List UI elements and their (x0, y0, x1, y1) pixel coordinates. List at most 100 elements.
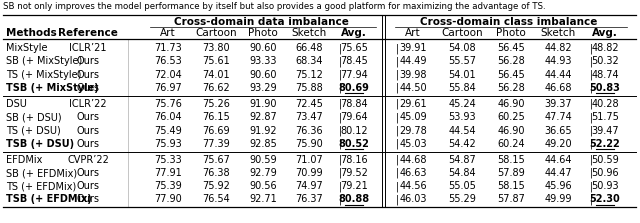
Text: 48.82: 48.82 (591, 43, 619, 53)
Text: |: | (339, 69, 342, 80)
Text: 73.80: 73.80 (202, 43, 230, 53)
Text: 36.65: 36.65 (544, 126, 572, 136)
Text: Cross-domain data imbalance: Cross-domain data imbalance (173, 17, 348, 27)
Text: 70.99: 70.99 (295, 168, 323, 178)
Text: 75.33: 75.33 (154, 155, 182, 165)
Text: 75.26: 75.26 (202, 99, 230, 109)
Text: 75.90: 75.90 (295, 139, 323, 149)
Text: Cartoon: Cartoon (195, 28, 237, 38)
Text: 75.67: 75.67 (202, 155, 230, 165)
Text: 53.93: 53.93 (448, 112, 476, 122)
Text: 76.04: 76.04 (154, 112, 182, 122)
Text: 76.69: 76.69 (202, 126, 230, 136)
Text: 48.74: 48.74 (591, 70, 619, 80)
Text: TS (+ MixStyle): TS (+ MixStyle) (6, 70, 81, 80)
Text: TS (+ DSU): TS (+ DSU) (6, 126, 61, 136)
Text: Ours: Ours (77, 112, 99, 122)
Text: Sketch: Sketch (540, 28, 575, 38)
Text: 55.29: 55.29 (448, 194, 476, 204)
Text: 46.03: 46.03 (399, 194, 427, 204)
Text: 47.74: 47.74 (544, 112, 572, 122)
Text: 29.78: 29.78 (399, 126, 427, 136)
Text: |: | (589, 69, 593, 80)
Text: 76.53: 76.53 (154, 56, 182, 66)
Text: 55.84: 55.84 (448, 83, 476, 93)
Text: |: | (396, 138, 399, 149)
Text: |: | (339, 125, 342, 136)
Text: Sketch: Sketch (291, 28, 326, 38)
Text: 73.47: 73.47 (295, 112, 323, 122)
Text: SB (+ EFDMix): SB (+ EFDMix) (6, 168, 77, 178)
Text: 56.45: 56.45 (497, 70, 525, 80)
Text: 50.32: 50.32 (591, 56, 619, 66)
Text: 45.09: 45.09 (399, 112, 427, 122)
Text: |: | (396, 69, 399, 80)
Text: 75.88: 75.88 (295, 83, 323, 93)
Text: 50.59: 50.59 (591, 155, 619, 165)
Text: 54.42: 54.42 (448, 139, 476, 149)
Text: 46.90: 46.90 (497, 99, 525, 109)
Text: 75.61: 75.61 (202, 56, 230, 66)
Text: 44.44: 44.44 (544, 70, 572, 80)
Text: 76.37: 76.37 (295, 194, 323, 204)
Text: 54.01: 54.01 (448, 70, 476, 80)
Text: 49.20: 49.20 (544, 139, 572, 149)
Text: |: | (339, 181, 342, 192)
Text: |: | (589, 43, 593, 54)
Text: 44.64: 44.64 (544, 155, 572, 165)
Text: 79.64: 79.64 (340, 112, 368, 122)
Text: 56.28: 56.28 (497, 56, 525, 66)
Text: |: | (589, 138, 593, 149)
Text: Art: Art (160, 28, 176, 38)
Text: 75.12: 75.12 (295, 70, 323, 80)
Text: 44.93: 44.93 (544, 56, 572, 66)
Text: 66.48: 66.48 (295, 43, 323, 53)
Text: 75.76: 75.76 (154, 99, 182, 109)
Text: |: | (396, 155, 399, 165)
Text: |: | (589, 112, 593, 123)
Text: 90.60: 90.60 (249, 43, 276, 53)
Text: SB (+ MixStyle): SB (+ MixStyle) (6, 56, 83, 66)
Text: 76.54: 76.54 (202, 194, 230, 204)
Text: |: | (589, 194, 593, 205)
Text: 44.82: 44.82 (544, 43, 572, 53)
Text: MixStyle: MixStyle (6, 43, 47, 53)
Text: TSB (+ EFDMix): TSB (+ EFDMix) (6, 194, 92, 204)
Text: 78.84: 78.84 (340, 99, 368, 109)
Text: 45.96: 45.96 (544, 181, 572, 191)
Text: 44.50: 44.50 (399, 83, 427, 93)
Text: 54.84: 54.84 (448, 168, 476, 178)
Text: 46.90: 46.90 (497, 126, 525, 136)
Text: 76.62: 76.62 (202, 83, 230, 93)
Text: |: | (339, 112, 342, 123)
Text: 29.61: 29.61 (399, 99, 427, 109)
Text: 39.91: 39.91 (399, 43, 427, 53)
Text: 60.25: 60.25 (497, 112, 525, 122)
Text: 54.87: 54.87 (448, 155, 476, 165)
Text: 44.47: 44.47 (544, 168, 572, 178)
Text: 75.93: 75.93 (154, 139, 182, 149)
Text: 90.56: 90.56 (249, 181, 277, 191)
Text: 71.73: 71.73 (154, 43, 182, 53)
Text: 90.60: 90.60 (249, 70, 276, 80)
Text: 56.45: 56.45 (497, 43, 525, 53)
Text: |: | (396, 112, 399, 123)
Text: |: | (396, 125, 399, 136)
Text: EFDMix: EFDMix (6, 155, 42, 165)
Text: TSB (+ MixStyle): TSB (+ MixStyle) (6, 83, 99, 93)
Text: |: | (339, 99, 342, 109)
Text: 91.90: 91.90 (249, 99, 276, 109)
Text: 93.33: 93.33 (249, 56, 276, 66)
Text: 39.47: 39.47 (591, 126, 619, 136)
Text: CVPR’22: CVPR’22 (67, 155, 109, 165)
Text: Avg.: Avg. (341, 28, 367, 38)
Text: 45.24: 45.24 (448, 99, 476, 109)
Text: 55.05: 55.05 (448, 181, 476, 191)
Text: SB (+ DSU): SB (+ DSU) (6, 112, 61, 122)
Text: |: | (589, 83, 593, 93)
Text: 44.54: 44.54 (448, 126, 476, 136)
Text: 40.28: 40.28 (591, 99, 619, 109)
Text: Ours: Ours (77, 194, 99, 204)
Text: 52.30: 52.30 (589, 194, 620, 204)
Text: Ours: Ours (77, 56, 99, 66)
